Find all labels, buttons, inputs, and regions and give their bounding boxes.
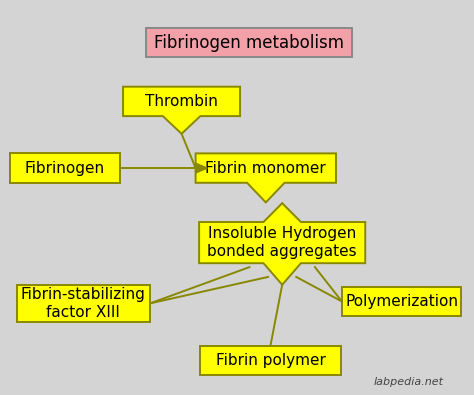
Text: Thrombin: Thrombin xyxy=(145,94,218,109)
FancyBboxPatch shape xyxy=(9,153,119,183)
FancyBboxPatch shape xyxy=(17,285,150,322)
Text: Insoluble Hydrogen
bonded aggregates: Insoluble Hydrogen bonded aggregates xyxy=(207,226,357,259)
FancyBboxPatch shape xyxy=(342,287,461,316)
Text: Fibrin-stabilizing
factor XIII: Fibrin-stabilizing factor XIII xyxy=(21,287,146,320)
Text: Fibrinogen: Fibrinogen xyxy=(25,161,105,176)
Text: Polymerization: Polymerization xyxy=(345,294,458,309)
Polygon shape xyxy=(196,153,336,202)
Polygon shape xyxy=(196,163,207,173)
Polygon shape xyxy=(123,87,240,134)
Text: Fibrin polymer: Fibrin polymer xyxy=(216,353,326,368)
FancyBboxPatch shape xyxy=(201,346,341,375)
Text: labpedia.net: labpedia.net xyxy=(374,377,444,387)
FancyBboxPatch shape xyxy=(146,28,352,57)
Text: Fibrinogen metabolism: Fibrinogen metabolism xyxy=(155,34,345,52)
Text: Fibrin monomer: Fibrin monomer xyxy=(205,161,326,176)
Polygon shape xyxy=(199,203,365,285)
